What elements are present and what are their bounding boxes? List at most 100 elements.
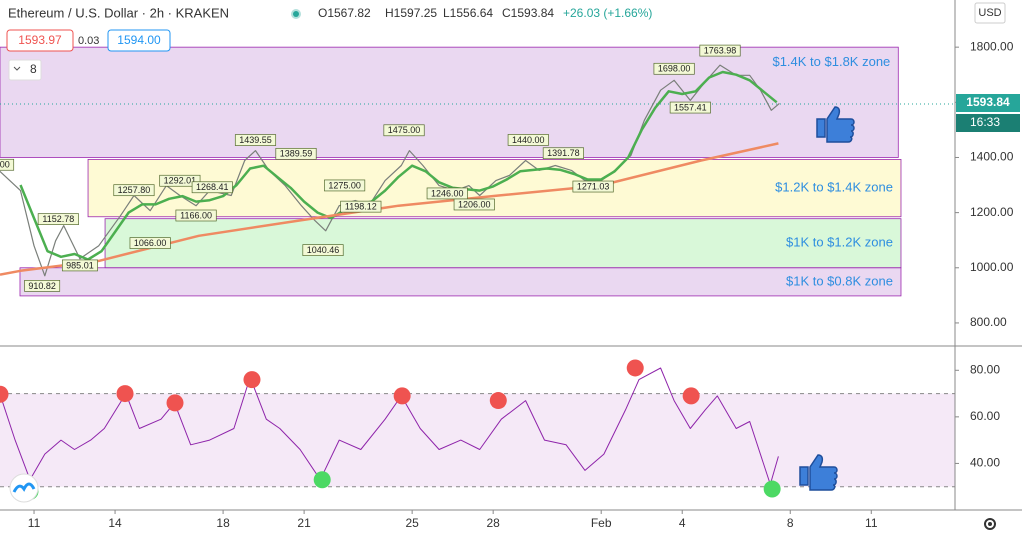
y-tick-label: 1800.00 bbox=[970, 39, 1014, 53]
plot: 800.001000.001200.001400.001600.001800.0… bbox=[0, 39, 1014, 530]
x-tick-label: 14 bbox=[108, 516, 122, 530]
zone bbox=[0, 46, 899, 158]
rsi-marker bbox=[313, 471, 331, 489]
ohlc-change: +26.03 (+1.66%) bbox=[563, 6, 652, 20]
price-label-box bbox=[275, 147, 317, 160]
logo[interactable] bbox=[9, 473, 39, 503]
price-label-box bbox=[24, 280, 61, 292]
buy-box[interactable] bbox=[107, 29, 171, 52]
currency-button[interactable] bbox=[974, 2, 1006, 24]
price-label-box bbox=[37, 213, 79, 225]
spread: 0.03 bbox=[78, 35, 99, 47]
zone bbox=[19, 267, 902, 297]
rsi-marker bbox=[393, 387, 411, 405]
ohlc-low: L1556.64 bbox=[443, 6, 493, 20]
rsi-marker bbox=[489, 392, 507, 410]
price-label: 1166.00 bbox=[180, 210, 212, 220]
price-label-box bbox=[699, 44, 741, 57]
price-label-box bbox=[426, 187, 468, 200]
rsi-marker bbox=[116, 385, 134, 403]
rsi-band bbox=[0, 393, 955, 487]
price-label: 1275.00 bbox=[328, 180, 361, 190]
rsi-marker bbox=[243, 371, 261, 389]
symbol-title: Ethereum / U.S. Dollar · 2h · KRAKEN bbox=[8, 5, 229, 20]
zone-label: $1K to $0.8K zone bbox=[786, 273, 893, 288]
x-tick-label: 25 bbox=[405, 516, 419, 530]
x-tick-label: 8 bbox=[787, 516, 794, 530]
currency[interactable]: USD bbox=[978, 7, 1001, 19]
price-label-box bbox=[113, 184, 155, 197]
thumbs-up-icon bbox=[799, 454, 838, 491]
countdown: 16:33 bbox=[970, 115, 1000, 129]
zone-label: $1.2K to $1.4K zone bbox=[775, 180, 893, 195]
price-label: 1040.46 bbox=[307, 245, 340, 255]
x-tick-label: 18 bbox=[216, 516, 230, 530]
price-label-box bbox=[129, 237, 171, 249]
indicator-toggle[interactable] bbox=[8, 59, 42, 81]
ask-price[interactable]: 1594.00 bbox=[117, 33, 161, 47]
sell-box[interactable] bbox=[6, 29, 74, 52]
y-tick-label: 1400.00 bbox=[970, 150, 1014, 164]
price-label-box bbox=[302, 244, 344, 256]
price-label: 1763.98 bbox=[704, 45, 737, 55]
price-tag: 1593.84 16:33 bbox=[956, 94, 1020, 132]
price-label: 1152.78 bbox=[42, 214, 74, 224]
price-label: 1439.55 bbox=[239, 135, 272, 145]
bid-price[interactable]: 1593.97 bbox=[18, 33, 62, 47]
countdown-box bbox=[956, 114, 1020, 132]
x-tick-label: 11 bbox=[28, 516, 41, 530]
price-label-box bbox=[669, 101, 711, 114]
zone-label: $1K to $1.2K zone bbox=[786, 235, 893, 250]
last-price: 1593.84 bbox=[966, 95, 1010, 109]
price-label: 1066.00 bbox=[134, 238, 167, 248]
price-label: 1246.00 bbox=[431, 188, 464, 198]
price-label: 1257.80 bbox=[118, 185, 151, 195]
settings-gear[interactable] bbox=[984, 518, 996, 530]
ohlc-high: H1597.25 bbox=[385, 6, 437, 20]
price-label-box bbox=[340, 200, 382, 213]
x-tick-label: 11 bbox=[865, 516, 878, 530]
price-label: 1292.01 bbox=[164, 176, 197, 186]
price-label: 1206.00 bbox=[458, 199, 491, 209]
ohlc-open: O1567.82 bbox=[318, 6, 371, 20]
x-tick-label: 28 bbox=[486, 516, 500, 530]
price-label-box bbox=[507, 134, 549, 146]
price-label: 1391.78 bbox=[547, 148, 580, 158]
series-line bbox=[0, 367, 779, 485]
x-tick-label: 21 bbox=[297, 516, 311, 530]
y-tick-label: 1000.00 bbox=[970, 260, 1014, 274]
price-label-box bbox=[653, 62, 695, 75]
thumbs-up-icon bbox=[816, 106, 855, 143]
price-label: 1698.00 bbox=[658, 64, 691, 74]
price-label-box bbox=[175, 209, 217, 222]
ohlc-close: C1593.84 bbox=[502, 6, 554, 20]
price-label: 1268.41 bbox=[196, 182, 229, 192]
zone-label: $1.4K to $1.8K zone bbox=[772, 54, 890, 69]
series-line bbox=[0, 142, 779, 276]
rsi-marker bbox=[682, 387, 700, 405]
y-tick-label: 800.00 bbox=[970, 315, 1007, 329]
price-label: 1198.12 bbox=[345, 202, 377, 212]
chevron bbox=[13, 66, 21, 71]
status-dot bbox=[293, 11, 299, 17]
rsi-marker bbox=[0, 385, 9, 403]
price-label-box bbox=[234, 134, 277, 146]
rsi-marker bbox=[166, 394, 184, 412]
zones: $1.4K to $1.8K zone $1.2K to $1.4K zone $1… bbox=[0, 46, 902, 297]
price-label-box bbox=[383, 124, 425, 137]
price-label: 1350.00 bbox=[0, 160, 10, 170]
rsi-marker bbox=[626, 359, 644, 377]
price-label-box bbox=[572, 180, 614, 193]
y-tick-label: 80.00 bbox=[970, 362, 1000, 376]
rsi-marker bbox=[763, 480, 781, 498]
x-tick-label: Feb bbox=[591, 516, 612, 530]
y-tick-label: 40.00 bbox=[970, 456, 1000, 470]
price-label-box bbox=[324, 179, 366, 192]
indicator-count[interactable]: 8 bbox=[30, 62, 37, 76]
price-label: 1389.59 bbox=[280, 149, 313, 159]
price-label: 985.01 bbox=[66, 260, 94, 270]
zone bbox=[104, 218, 902, 269]
price-label: 1475.00 bbox=[388, 125, 421, 135]
price-label: 1271.03 bbox=[577, 181, 610, 191]
